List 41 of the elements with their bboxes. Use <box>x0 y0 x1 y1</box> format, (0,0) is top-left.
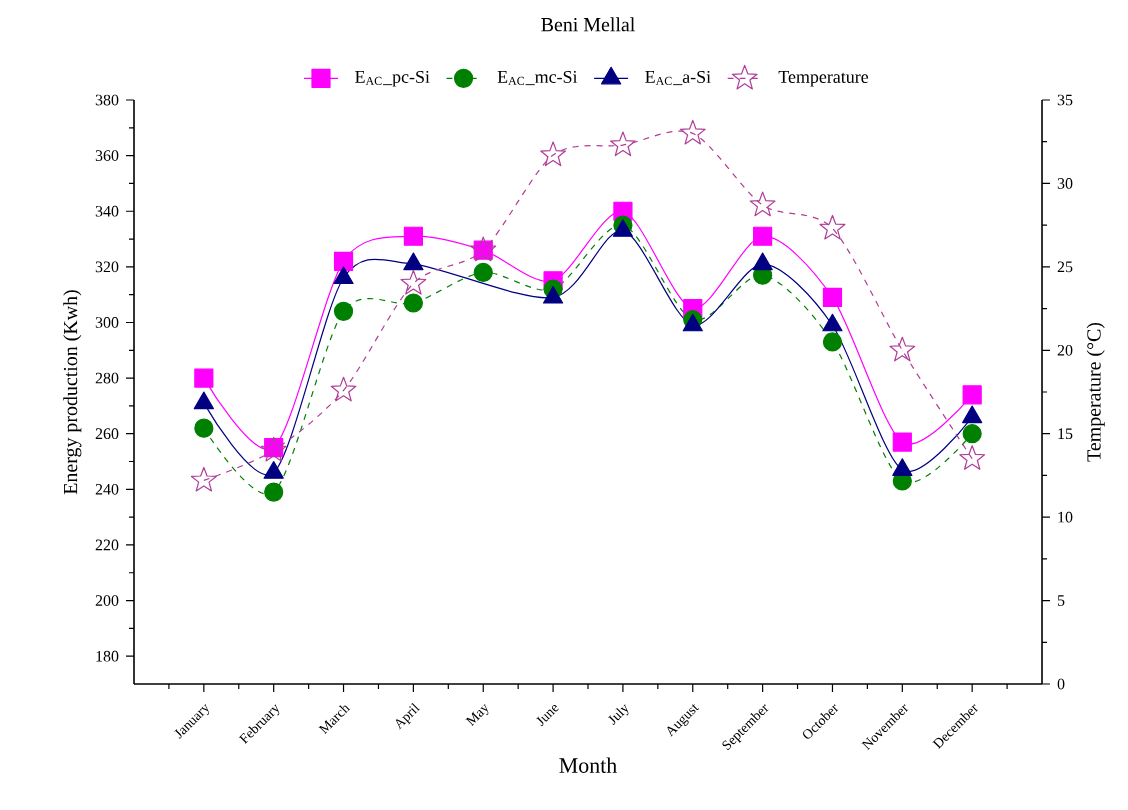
point <box>892 432 912 452</box>
point <box>822 287 843 308</box>
point <box>822 313 843 332</box>
point <box>264 482 284 502</box>
point <box>330 376 357 402</box>
point <box>819 214 846 240</box>
point <box>749 191 776 217</box>
point <box>403 226 423 246</box>
point <box>333 251 354 271</box>
point <box>959 445 986 470</box>
legend-label: Temperature <box>778 70 869 87</box>
point <box>822 332 843 352</box>
legend-label: E$_{AC}$_mc-Si <box>497 70 578 86</box>
point <box>263 461 284 479</box>
point <box>403 293 423 313</box>
point <box>752 252 773 271</box>
point <box>892 458 913 476</box>
point <box>542 285 564 304</box>
y2-axis-title: Temperature (°C) <box>1086 322 1105 462</box>
legend-label: E$_{AC}$_a-Si <box>645 70 711 86</box>
point <box>889 336 916 362</box>
point <box>194 418 214 438</box>
point <box>333 301 354 321</box>
point <box>473 262 493 283</box>
point <box>962 405 983 424</box>
point <box>403 252 424 271</box>
point <box>962 424 982 444</box>
point <box>190 466 217 492</box>
y-axis-title: Energy production (Kwh) <box>63 290 82 495</box>
point <box>609 131 636 157</box>
x-axis-title: Month <box>559 757 617 773</box>
point <box>540 141 567 167</box>
point <box>194 368 214 388</box>
point <box>400 269 427 295</box>
legend-label: E$_{AC}$_pc-Si <box>355 70 430 87</box>
point <box>679 119 706 145</box>
point <box>333 266 354 285</box>
point <box>193 391 214 410</box>
point <box>962 385 982 405</box>
chart-title: Beni Mellal <box>541 17 635 32</box>
point <box>753 226 773 246</box>
